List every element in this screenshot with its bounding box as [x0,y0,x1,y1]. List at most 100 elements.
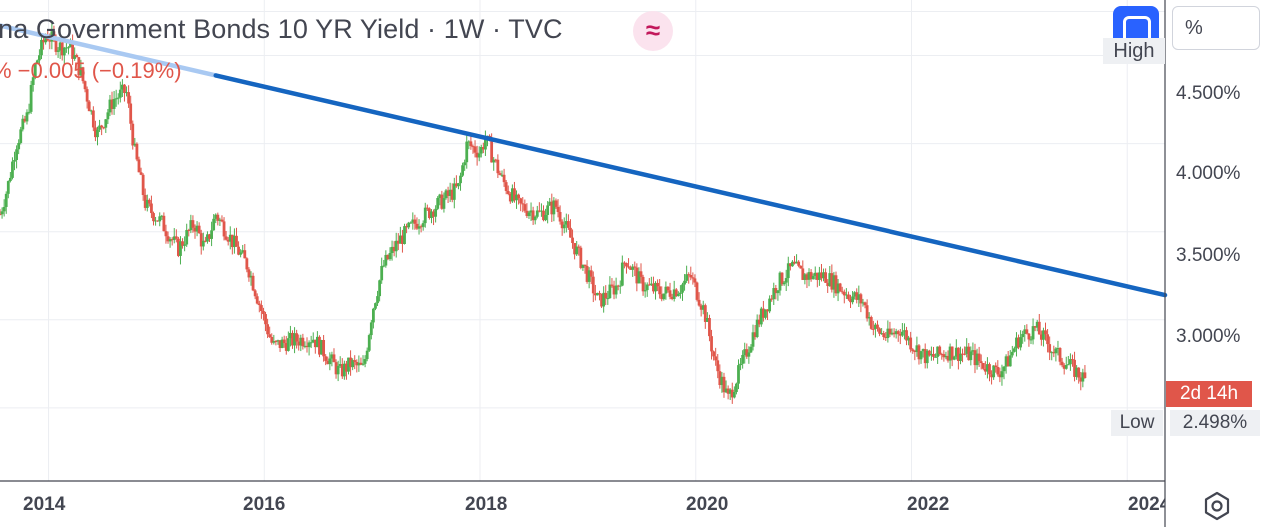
candle-body [398,235,402,244]
candle-body [956,347,960,361]
candle-body [185,229,189,245]
candle-body [206,234,209,242]
candle-body [361,363,365,365]
candle-body [913,350,917,353]
candle-body [942,354,946,358]
candle-body [676,293,680,297]
candle-body [666,286,670,291]
candle-body [143,195,147,208]
candle-body [338,364,342,366]
candle-body [268,334,272,338]
candle-body [540,210,543,212]
percent-scale-button[interactable]: % [1172,6,1260,50]
candle-body [930,353,933,356]
candle-body [218,219,222,221]
candle-body [413,219,417,224]
candle-body [463,162,467,166]
candle-body [865,305,869,319]
candle-body [1029,339,1033,341]
candle-body [255,296,259,304]
candle-body [1056,348,1060,350]
candle-body [150,203,153,214]
candle-body [291,332,294,346]
candle-body [550,201,554,215]
candle-body [600,293,603,307]
candle-body [4,193,8,207]
candle-body [320,340,323,355]
candle-body [81,67,85,82]
settings-gear-icon[interactable] [1200,489,1234,523]
candle-body [637,271,641,284]
candle-body [575,246,579,255]
candle-body [436,197,440,209]
candle-body [537,210,541,212]
candle-body [670,296,674,299]
candle-body [888,328,892,335]
candle-body [91,110,95,128]
candle-body [73,55,77,59]
candle-body [685,274,689,281]
candle-body [409,222,413,224]
candle-body [334,362,338,375]
candle-body [502,174,506,183]
price-change: % −0.005 (−0.19%) [0,58,182,83]
candle-body [776,290,780,294]
candle-body [475,152,479,158]
candle-body [544,214,547,221]
candle-body [961,353,964,355]
candle-body [815,272,819,280]
candle-body [330,354,334,359]
candle-body [235,235,238,247]
trendline[interactable] [213,73,1168,298]
candle-body [855,292,859,300]
candle-body [1069,359,1072,365]
candle-body [917,345,921,360]
candle-body [687,274,691,276]
candle-body [322,340,326,357]
candle-body [131,123,135,146]
candle-body [608,284,612,299]
candle-body [133,143,137,146]
candle-body [631,266,635,270]
candle-body [780,272,784,285]
candle-body [396,240,400,244]
candle-body [19,129,23,143]
candle-body [732,391,736,398]
candle-body [813,272,817,276]
candle-body [817,272,821,280]
candle-body [60,42,64,56]
candle-body [695,282,699,300]
candle-body [461,165,464,176]
candle-body [515,194,518,201]
candle-body [179,241,182,256]
candle-body [340,364,344,377]
candle-body [618,285,622,287]
trendline-faded-segment[interactable] [0,23,218,78]
candle-body [896,331,900,335]
candle-body [703,305,707,322]
candle-body [950,346,954,360]
candle-body [42,39,45,43]
candle-body [938,346,942,355]
candle-body [593,293,597,296]
candle-body [89,110,93,112]
candle-body [791,261,794,267]
candle-body [1004,356,1008,367]
candle-body [674,289,678,297]
candle-body [492,159,496,163]
candle-body [465,141,469,163]
candle-body [417,226,421,229]
candle-body [936,346,940,357]
candle-body [498,173,502,175]
candle-body [718,371,722,386]
candle-body [1079,377,1083,382]
indicator-approx-icon[interactable]: ≈ [633,11,673,51]
candle-body [299,337,303,346]
candle-body [722,376,726,393]
candle-body [174,236,178,239]
candle-body [562,224,566,229]
candle-body [788,263,792,267]
candle-body [1037,321,1041,335]
